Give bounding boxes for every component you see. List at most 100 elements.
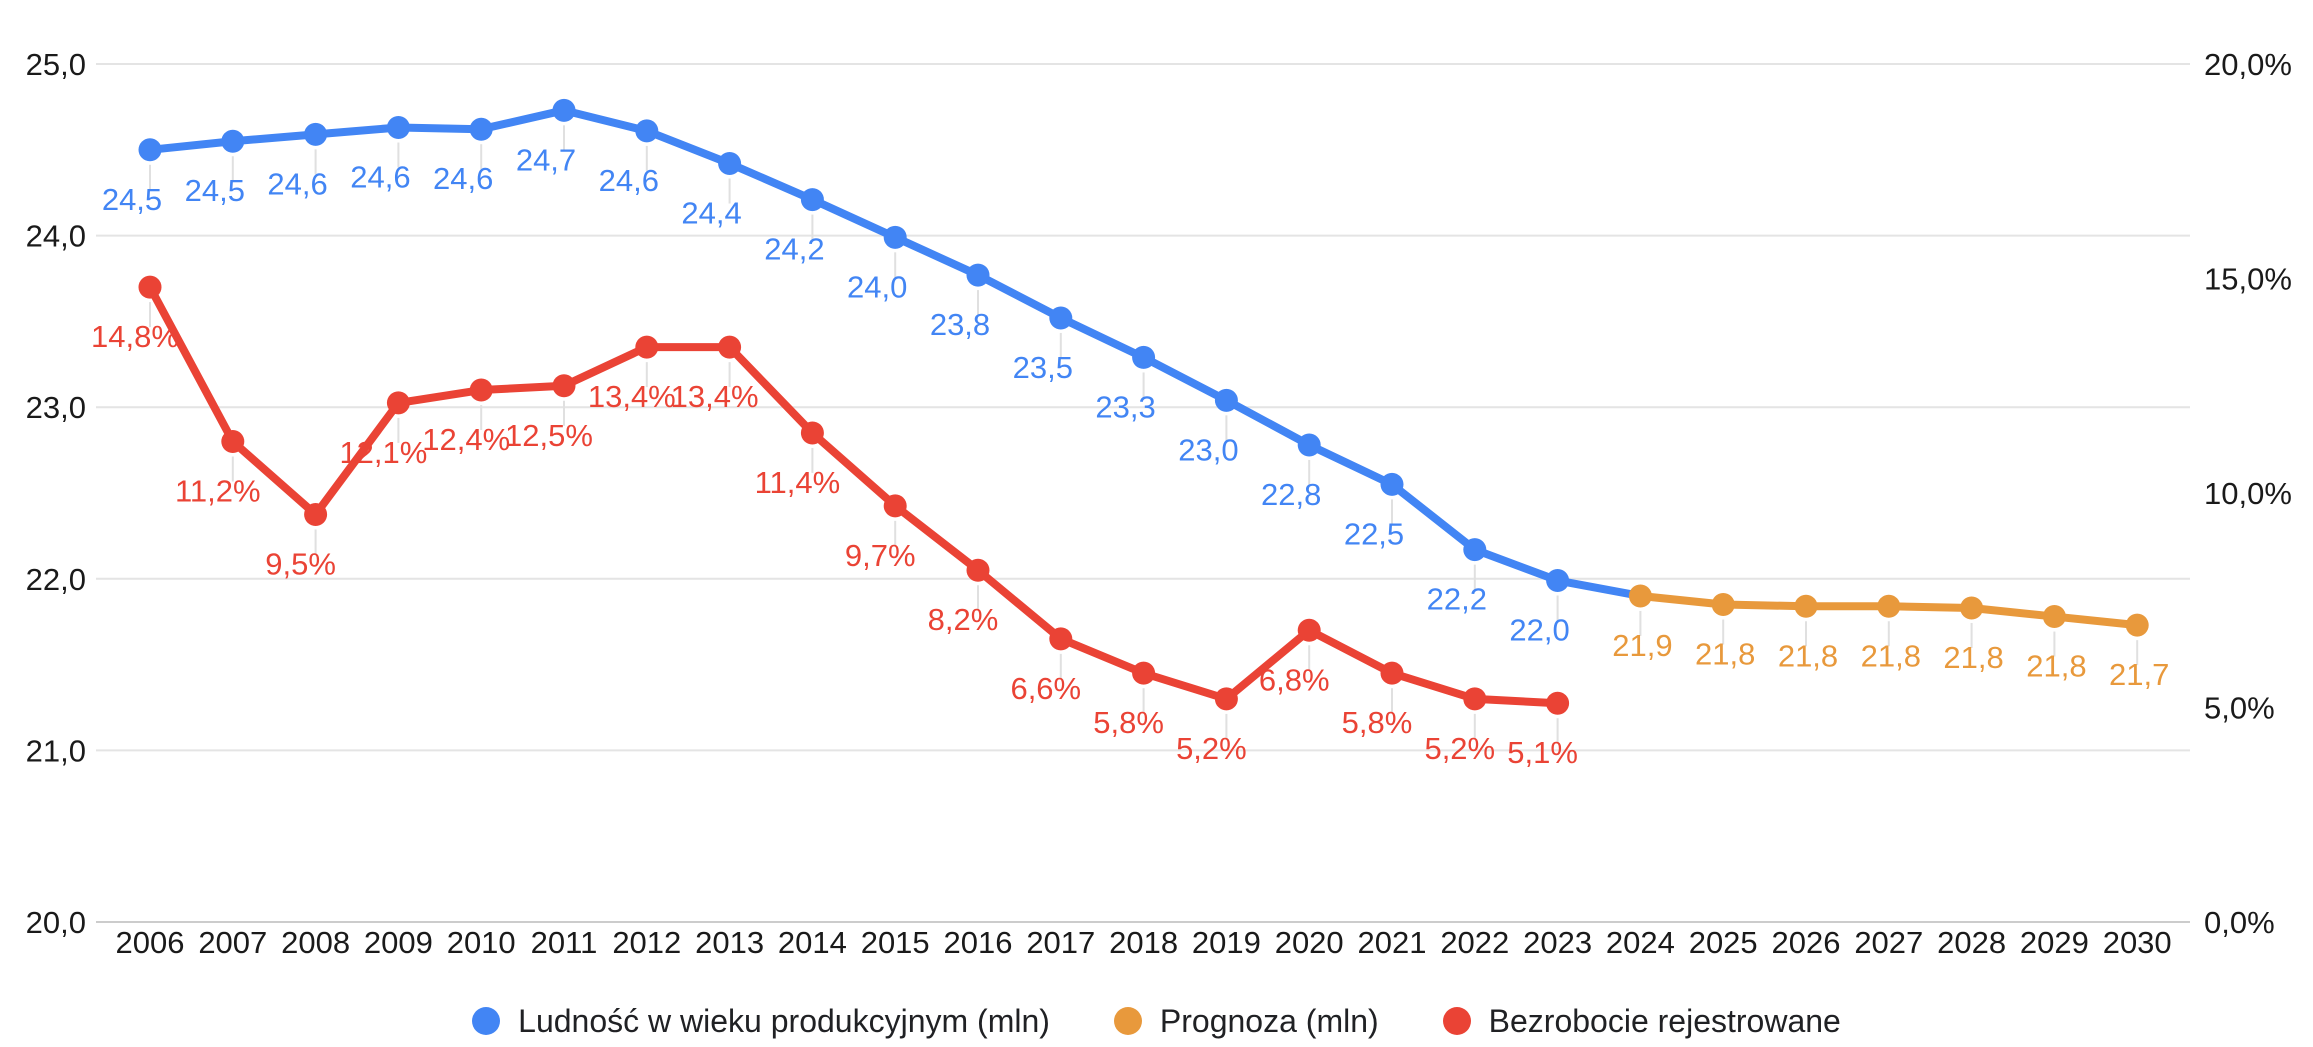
legend-item-bezrobocie[interactable]: Bezrobocie rejestrowane [1442,1003,1841,1040]
data-point-dot-bezrobocie-2011[interactable] [552,374,576,398]
legend-item-prognoza[interactable]: Prognoza (mln) [1113,1002,1379,1040]
data-point-dot-ludnosc-2014[interactable] [800,188,824,212]
data-point-dot-bezrobocie-2013[interactable] [718,335,742,359]
legend-label-ludnosc: Ludność w wieku produkcyjnym (mln) [518,1002,1050,1039]
x-axis-year-label: 2012 [612,925,681,960]
data-point-dot-bezrobocie-2016[interactable] [966,558,990,582]
data-point-dot-bezrobocie-2009[interactable] [386,391,410,415]
data-point-dot-ludnosc-2023[interactable] [1546,569,1570,593]
data-point-dot-ludnosc-2006[interactable] [138,138,162,162]
right-axis-tick-label: 0,0% [2204,905,2275,940]
data-point-label-ludnosc-2007: 24,5 [185,173,245,208]
data-point-dot-prognoza-2029[interactable] [2042,605,2066,629]
data-point-dot-ludnosc-2015[interactable] [883,225,907,249]
data-point-dot-ludnosc-2017[interactable] [1049,306,1073,330]
data-point-dot-ludnosc-2011[interactable] [552,98,576,122]
x-axis-year-label: 2029 [2020,925,2089,960]
legend-item-ludnosc[interactable]: Ludność w wieku produkcyjnym (mln) [472,1003,1050,1040]
x-axis-year-label: 2019 [1192,925,1261,960]
data-point-dot-bezrobocie-2014[interactable] [800,421,824,445]
x-axis-year-label: 2020 [1275,925,1344,960]
data-point-label-ludnosc-2012: 24,6 [599,163,659,198]
data-point-label-bezrobocie-2019: 5,2% [1176,731,1247,766]
data-point-dot-ludnosc-2007[interactable] [221,129,245,153]
data-point-label-prognoza-2027: 21,8 [1861,638,1921,673]
data-point-label-ludnosc-2006: 24,5 [102,182,162,217]
data-point-label-bezrobocie-2023: 5,1% [1507,735,1578,770]
data-point-dot-bezrobocie-2023[interactable] [1546,691,1570,715]
data-point-dot-ludnosc-2012[interactable] [635,119,659,143]
data-point-label-ludnosc-2017: 23,5 [1013,350,1073,385]
x-axis-year-label: 2021 [1358,925,1427,960]
legend-dot-prognoza [1113,1007,1142,1035]
data-point-dot-bezrobocie-2008[interactable] [304,502,328,526]
data-point-dot-ludnosc-2021[interactable] [1380,472,1404,496]
data-point-dot-bezrobocie-2012[interactable] [635,335,659,359]
data-point-dot-ludnosc-2008[interactable] [304,122,328,146]
data-point-dot-bezrobocie-2017[interactable] [1049,627,1073,651]
data-point-dot-bezrobocie-2018[interactable] [1132,661,1156,685]
chart-legend: Ludność w wieku produkcyjnym (mln) Progno… [0,995,2313,1047]
data-point-dot-bezrobocie-2006[interactable] [138,275,162,299]
right-axis-tick-label: 20,0% [2204,47,2292,82]
x-axis-year-label: 2008 [281,925,350,960]
label-leader-lines [149,125,2139,744]
data-point-dot-ludnosc-2009[interactable] [386,115,410,139]
data-point-label-bezrobocie-2009: 12,1% [339,435,427,470]
left-axis-tick-label: 21,0 [26,733,86,768]
data-point-label-bezrobocie-2022: 5,2% [1424,731,1495,766]
data-point-dot-bezrobocie-2007[interactable] [221,430,245,454]
data-point-dot-ludnosc-2020[interactable] [1297,433,1321,457]
data-point-dot-prognoza-2025[interactable] [1711,593,1735,617]
data-point-label-bezrobocie-2017: 6,6% [1010,671,1081,706]
data-point-label-bezrobocie-2007: 11,2% [175,474,261,509]
x-axis-year-label: 2015 [861,925,930,960]
data-point-dot-bezrobocie-2015[interactable] [883,494,907,518]
x-axis-year-label: 2011 [531,925,598,960]
data-point-dot-prognoza-2030[interactable] [2125,613,2149,637]
data-point-label-ludnosc-2021: 22,5 [1344,516,1404,551]
data-point-dot-ludnosc-2010[interactable] [469,117,493,141]
data-point-dot-bezrobocie-2022[interactable] [1463,687,1487,711]
data-point-dot-prognoza-2024[interactable] [1628,584,1652,608]
series-labels-bezrobocie: 14,8% 11,2% 9,5% 12,1%12,4%12,5% 13,4%13,4% 1… [91,319,1578,770]
x-axis-year-label: 2023 [1523,925,1592,960]
right-axis-tick-label: 5,0% [2204,691,2275,726]
left-axis-tick-label: 24,0 [26,219,86,254]
series-line-bezrobocie [146,283,1562,708]
x-axis-year-label: 2006 [116,925,185,960]
data-point-label-ludnosc-2008: 24,6 [267,166,327,201]
data-point-dot-ludnosc-2016[interactable] [966,263,990,287]
data-point-label-ludnosc-2016: 23,8 [930,307,990,342]
data-point-dot-bezrobocie-2021[interactable] [1380,661,1404,685]
data-point-dot-ludnosc-2018[interactable] [1132,345,1156,369]
data-point-dot-prognoza-2027[interactable] [1877,594,1901,618]
data-point-label-ludnosc-2015: 24,0 [847,269,907,304]
data-point-label-ludnosc-2013: 24,4 [681,196,741,231]
data-point-dot-prognoza-2028[interactable] [1960,596,1984,620]
data-point-label-bezrobocie-2016: 8,2% [928,602,999,637]
data-point-dot-ludnosc-2013[interactable] [718,152,742,176]
data-point-label-bezrobocie-2014: 11,4% [755,465,841,500]
data-point-dot-ludnosc-2022[interactable] [1463,538,1487,562]
data-point-label-bezrobocie-2020: 6,8% [1259,662,1330,697]
data-point-label-bezrobocie-2010: 12,4% [422,422,510,457]
data-point-dot-bezrobocie-2020[interactable] [1297,618,1321,642]
left-axis-tick-label: 23,0 [26,390,86,425]
data-point-dot-bezrobocie-2019[interactable] [1214,687,1238,711]
data-point-label-prognoza-2028: 21,8 [1943,640,2003,675]
right-axis-tick-label: 15,0% [2204,262,2292,297]
data-point-dot-bezrobocie-2010[interactable] [469,378,493,402]
data-point-label-ludnosc-2009: 24,6 [350,159,410,194]
x-axis: 2006 2007 2008 2009 2010 2011 2012 2013 2014 2015… [116,925,2172,960]
legend-label-prognoza: Prognoza (mln) [1159,1002,1379,1039]
x-axis-year-label: 2027 [1854,925,1923,960]
series-labels-ludnosc: 24,5 24,5 24,6 24,6 24,6 24,7 24,6 24,4 24,2 24,0… [102,142,1570,647]
left-axis-tick-label: 25,0 [26,47,86,82]
x-axis-year-label: 2025 [1689,925,1758,960]
legend-dot-ludnosc [472,1007,501,1035]
data-point-dot-ludnosc-2019[interactable] [1214,388,1238,412]
data-point-dot-prognoza-2026[interactable] [1794,594,1818,618]
x-axis-year-label: 2028 [1937,925,2006,960]
